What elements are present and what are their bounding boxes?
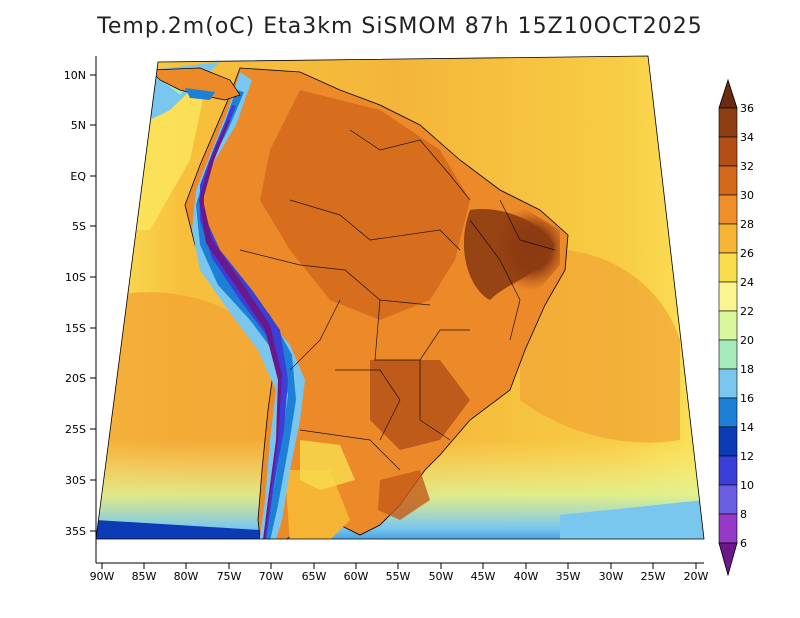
lat-label: 5S: [72, 220, 86, 233]
lon-label: 45W: [471, 570, 496, 583]
lon-label: 40W: [514, 570, 539, 583]
lon-label: 70W: [259, 570, 284, 583]
colorbar-label: 18: [740, 363, 754, 376]
colorbar-label: 12: [740, 450, 754, 463]
lat-label: 20S: [65, 372, 86, 385]
lon-label: 55W: [386, 570, 411, 583]
colorbar-label: 32: [740, 160, 754, 173]
map-title: Temp.2m(oC) Eta3km SiSMOM 87h 15Z10OCT20…: [97, 14, 703, 39]
lon-label: 80W: [174, 570, 199, 583]
colorbar-label: 16: [740, 392, 754, 405]
colorbar-label: 6: [740, 537, 747, 550]
lon-label: 75W: [217, 570, 242, 583]
lon-label: 65W: [302, 570, 327, 583]
colorbar-segment: [718, 339, 738, 370]
colorbar-segment: [718, 165, 738, 196]
lat-label: 35S: [65, 525, 86, 538]
lon-label: 50W: [429, 570, 454, 583]
colorbar-label: 36: [740, 102, 754, 115]
latitude-axis: 10N 5N EQ 5S 10S 15S 20S 25S 30S 35S: [64, 69, 96, 538]
colorbar-segment: [718, 194, 738, 225]
lat-label: 10S: [65, 271, 86, 284]
lon-label: 60W: [344, 570, 369, 583]
colorbar-top-arrow: [718, 78, 738, 109]
colorbar-segment: [718, 368, 738, 399]
map-field: [96, 56, 704, 539]
colorbar-segment: [718, 484, 738, 515]
colorbar-label: 34: [740, 131, 754, 144]
lat-label: EQ: [70, 170, 86, 183]
colorbar-segment: [718, 252, 738, 283]
colorbar-segment: [718, 513, 738, 544]
lat-label: 5N: [71, 119, 86, 132]
lat-label: 30S: [65, 474, 86, 487]
lon-label: 25W: [641, 570, 666, 583]
lon-label: 35W: [556, 570, 581, 583]
colorbar-segment: [718, 107, 738, 138]
longitude-axis: 90W 85W 80W 75W 70W 65W 60W 55W 50W 45W …: [90, 563, 709, 583]
colorbar-label: 20: [740, 334, 754, 347]
lat-label: 25S: [65, 423, 86, 436]
lon-label: 30W: [599, 570, 624, 583]
colorbar-label: 8: [740, 508, 747, 521]
lon-label: 85W: [132, 570, 157, 583]
lat-label: 15S: [65, 322, 86, 335]
lon-label: 20W: [684, 570, 709, 583]
colorbar-segment: [718, 455, 738, 486]
colorbar-label: 30: [740, 189, 754, 202]
colorbar-segment: [718, 310, 738, 341]
colorbar-label: 26: [740, 247, 754, 260]
colorbar: 36 34 32 30 28 26 24 22 20 18 16 14 12 1…: [718, 78, 754, 577]
lon-label: 90W: [90, 570, 115, 583]
colorbar-label: 24: [740, 276, 754, 289]
colorbar-label: 10: [740, 479, 754, 492]
colorbar-label: 22: [740, 305, 754, 318]
colorbar-segment: [718, 223, 738, 254]
colorbar-segment: [718, 397, 738, 428]
lat-label: 10N: [64, 69, 86, 82]
colorbar-segment: [718, 136, 738, 167]
colorbar-segment: [718, 426, 738, 457]
colorbar-label: 14: [740, 421, 754, 434]
colorbar-segment: [718, 281, 738, 312]
colorbar-label: 28: [740, 218, 754, 231]
colorbar-bottom-arrow: [718, 542, 738, 577]
